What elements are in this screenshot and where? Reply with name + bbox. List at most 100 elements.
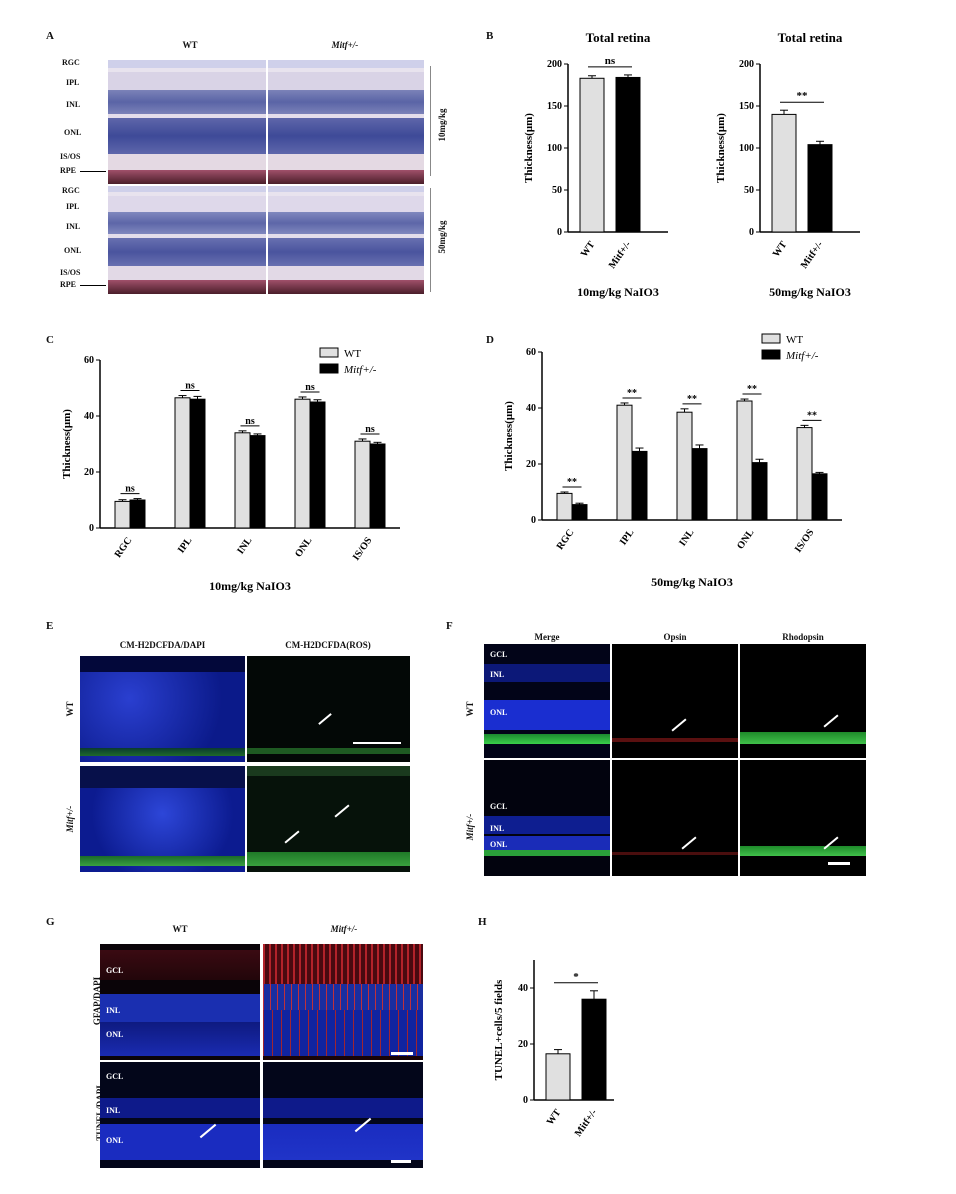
x-tick-label: RGC (555, 527, 577, 552)
legend-label: WT (786, 334, 803, 346)
panel-g-gfap-mitf (263, 944, 423, 1060)
panel-label-c: C (46, 334, 54, 346)
y-axis-label: Thickness(μm) (715, 113, 727, 183)
panel-g-layer-inl-1: INL (106, 1006, 121, 1015)
y-tick-label: 0 (523, 1095, 528, 1106)
y-tick-label: 100 (739, 143, 754, 154)
legend-label: Mitf+/- (785, 350, 819, 362)
y-tick-label: 40 (526, 403, 536, 414)
bar (615, 76, 641, 233)
panel-f-rhodopsin-wt (740, 644, 866, 758)
y-tick-label: 100 (547, 143, 562, 154)
bar (691, 448, 708, 521)
y-tick-label: 150 (739, 101, 754, 112)
bar (581, 998, 607, 1101)
significance-label: ** (567, 477, 577, 488)
scale-bar (828, 862, 850, 865)
bar (234, 432, 251, 529)
panel-a-layer-rpe-1: RPE (60, 166, 76, 175)
panel-e-dapi-wt (80, 656, 245, 762)
bar (354, 440, 371, 529)
bar (579, 77, 605, 233)
panel-e-ros-mitf (247, 766, 410, 872)
panel-f-opsin-mitf (612, 760, 738, 876)
panel-label-g: G (46, 916, 55, 928)
x-tick-label: WT (579, 239, 598, 259)
significance-label: ** (747, 384, 757, 395)
y-tick-label: 0 (749, 227, 754, 238)
x-axis-label: 50mg/kg NaIO3 (769, 285, 851, 299)
panel-f-layer-gcl-1: GCL (490, 650, 508, 659)
panel-g-layer-gcl-1: GCL (106, 966, 124, 975)
arrow-icon (334, 804, 350, 818)
panel-label-h: H (478, 916, 487, 928)
panel-a-layer-rgc-1: RGC (62, 58, 80, 67)
x-tick-label: Mitf+/- (573, 1107, 600, 1138)
panel-f-merge-wt: GCL INL ONL (484, 644, 610, 758)
panel-f-layer-inl-1: INL (490, 670, 505, 679)
arrow-icon (671, 718, 687, 732)
panel-g-tunel-wt: GCL INL ONL (100, 1062, 260, 1168)
panel-a-dose-10mg: 10mg/kg (437, 108, 447, 142)
panel-a-layer-rpe-2: RPE (60, 280, 76, 289)
bar (114, 500, 131, 529)
bracket-10mg (430, 66, 431, 176)
legend-label: Mitf+/- (343, 364, 377, 376)
y-axis-label: Thickness(μm) (503, 401, 515, 471)
significance-label: ** (627, 388, 637, 399)
panel-g-tunel-mitf (263, 1062, 423, 1168)
arrow-icon (681, 836, 697, 850)
x-tick-label: WT (545, 1107, 564, 1127)
arrow-icon (284, 830, 300, 844)
panel-a-layer-isos-1: IS/OS (60, 152, 81, 161)
scale-bar (391, 1052, 413, 1055)
chart-h: 0 20 40 TUNEL+cells/5 fields WT Mitf+/- * (493, 960, 614, 1139)
panel-f-layer-onl-2: ONL (490, 840, 508, 849)
arrow-icon (80, 171, 106, 172)
x-tick-label: IS/OS (351, 535, 375, 563)
x-tick-label: IPL (618, 527, 637, 547)
bar (796, 427, 813, 521)
arrow-icon (823, 714, 839, 728)
y-tick-label: 50 (552, 185, 562, 196)
y-tick-label: 200 (739, 59, 754, 70)
y-tick-label: 60 (526, 347, 536, 358)
panel-f-merge-mitf: GCL INL ONL (484, 760, 610, 876)
legend-swatch (761, 349, 781, 360)
bar (545, 1053, 571, 1101)
panel-e-col2: CM-H2DCFDA(ROS) (285, 640, 371, 650)
panel-e-row2: Mitf+/- (65, 805, 75, 833)
significance-label: ** (797, 90, 809, 102)
panel-g-layer-onl-2: ONL (106, 1136, 124, 1145)
arrow-icon (318, 713, 332, 725)
significance-label: ns (305, 382, 315, 393)
y-tick-label: 50 (744, 185, 754, 196)
panel-f-layer-gcl-2: GCL (490, 802, 508, 811)
bracket-50mg (430, 188, 431, 292)
bar (736, 400, 753, 521)
panel-a-layer-inl-2: INL (66, 222, 81, 231)
chart-title: Total retina (586, 30, 651, 45)
panel-f-rhodopsin-mitf (740, 760, 866, 876)
significance-label: ns (605, 55, 616, 67)
significance-label: ns (185, 381, 195, 392)
panel-f-col3: Rhodopsin (782, 632, 824, 642)
x-tick-label: IPL (176, 535, 195, 555)
y-tick-label: 40 (84, 411, 94, 422)
panel-f-row2: Mitf+/- (465, 813, 475, 841)
y-axis-label: Thickness(μm) (61, 409, 73, 479)
panel-f-layer-onl-1: ONL (490, 708, 508, 717)
x-tick-label: RGC (113, 535, 135, 560)
panel-a-he-image-50mg (108, 186, 424, 294)
chart-c: 0 20 40 60 Thickness(μm) 10mg/kg NaIO3 ns RGC ns… (61, 347, 400, 593)
y-tick-label: 60 (84, 355, 94, 366)
significance-label: ** (687, 394, 697, 405)
panel-e-ros-wt (247, 656, 410, 762)
panel-g-col2: Mitf+/- (330, 924, 358, 934)
legend-label: WT (344, 348, 361, 360)
panel-label-b: B (486, 30, 494, 42)
panel-label-a: A (46, 30, 54, 42)
scale-bar (391, 1160, 411, 1163)
bar (294, 398, 311, 529)
bar (807, 144, 833, 233)
